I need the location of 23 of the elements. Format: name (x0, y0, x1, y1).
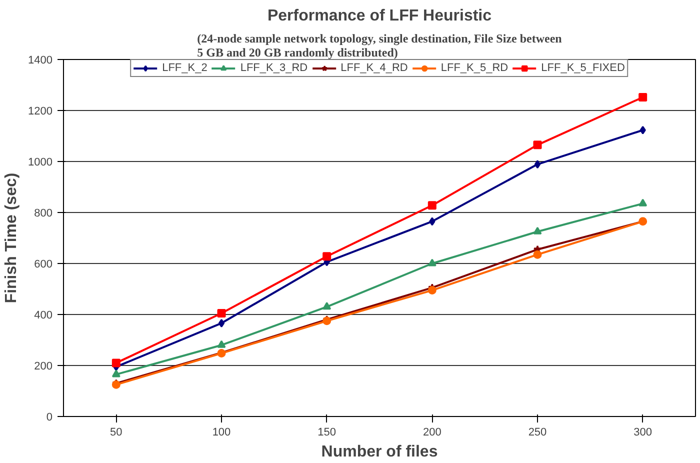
y-tick-label: 800 (34, 208, 53, 220)
legend-label: LFF_K_2 (162, 62, 208, 74)
x-axis-title: Number of files (321, 444, 438, 460)
y-axis-title: Finish Time (sec) (3, 172, 20, 304)
legend-label: LFF_K_5_FIXED (541, 62, 625, 74)
y-tick-label: 600 (34, 258, 53, 270)
x-tick-label: 150 (318, 426, 336, 438)
y-tick-label: 1200 (28, 106, 53, 118)
y-tick-label: 0 (46, 412, 53, 424)
chart-subtitle: (24-node sample network topology, single destination, File Size between 5 GB and 20 GB randomly distributed) (197, 32, 562, 60)
legend-label: LFF_K_4_RD (340, 62, 408, 74)
y-tick-label: 1400 (28, 54, 53, 66)
y-tick-label: 200 (34, 360, 53, 372)
y-tick-label: 400 (34, 310, 53, 322)
x-tick-label: 200 (422, 426, 442, 438)
chart-title: Performance of LFF Heuristic (267, 8, 492, 24)
x-tick-label: 300 (634, 426, 652, 438)
x-tick-label: 250 (528, 426, 547, 438)
y-tick-label: 1000 (28, 156, 53, 168)
legend-label: LFF_K_3_RD (240, 62, 308, 74)
x-tick-label: 100 (212, 426, 231, 438)
x-tick-label: 50 (110, 426, 122, 438)
legend-label: LFF_K_5_RD (440, 62, 508, 74)
